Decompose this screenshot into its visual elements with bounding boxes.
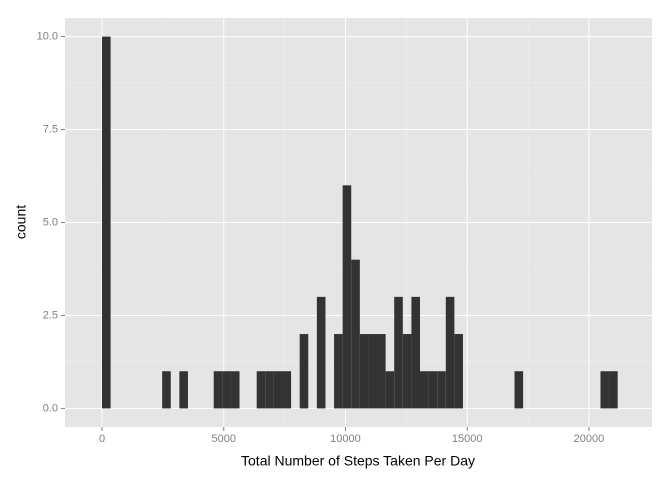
bar xyxy=(514,371,524,409)
bar xyxy=(411,296,420,409)
bar xyxy=(437,371,446,409)
bar xyxy=(609,371,618,409)
y-tick-label: 7.5 xyxy=(43,123,58,135)
bar xyxy=(222,371,231,409)
bar xyxy=(342,185,352,409)
bar xyxy=(256,371,266,409)
bar xyxy=(334,334,343,409)
x-tick-label: 5000 xyxy=(211,433,235,445)
bar xyxy=(428,371,438,409)
bar xyxy=(445,296,455,409)
y-tick-label: 2.5 xyxy=(43,309,58,321)
bar xyxy=(394,296,403,409)
bar xyxy=(402,334,412,409)
bar xyxy=(385,371,395,409)
x-tick-label: 0 xyxy=(99,433,105,445)
bar xyxy=(454,334,463,409)
bar xyxy=(273,371,283,409)
bars xyxy=(102,36,618,409)
x-tick-label: 10000 xyxy=(330,433,361,445)
y-axis-title: count xyxy=(13,205,29,239)
bar xyxy=(419,371,429,409)
bar xyxy=(282,371,292,409)
bar xyxy=(351,259,360,409)
bar xyxy=(299,334,309,409)
y-tick-label: 0.0 xyxy=(43,402,58,414)
x-tick-label: 20000 xyxy=(574,433,605,445)
bar xyxy=(213,371,223,409)
y-tick-label: 5.0 xyxy=(43,216,58,228)
bar xyxy=(316,296,326,409)
bar xyxy=(102,36,111,409)
bar xyxy=(600,371,610,409)
bar xyxy=(230,371,240,409)
x-tick-label: 15000 xyxy=(452,433,483,445)
bar xyxy=(359,334,369,409)
bar xyxy=(265,371,274,409)
bar xyxy=(377,334,386,409)
x-axis-title: Total Number of Steps Taken Per Day xyxy=(241,453,475,469)
y-tick-label: 10.0 xyxy=(37,30,58,42)
bar xyxy=(179,371,188,409)
bar xyxy=(368,334,378,409)
bar xyxy=(162,371,171,409)
